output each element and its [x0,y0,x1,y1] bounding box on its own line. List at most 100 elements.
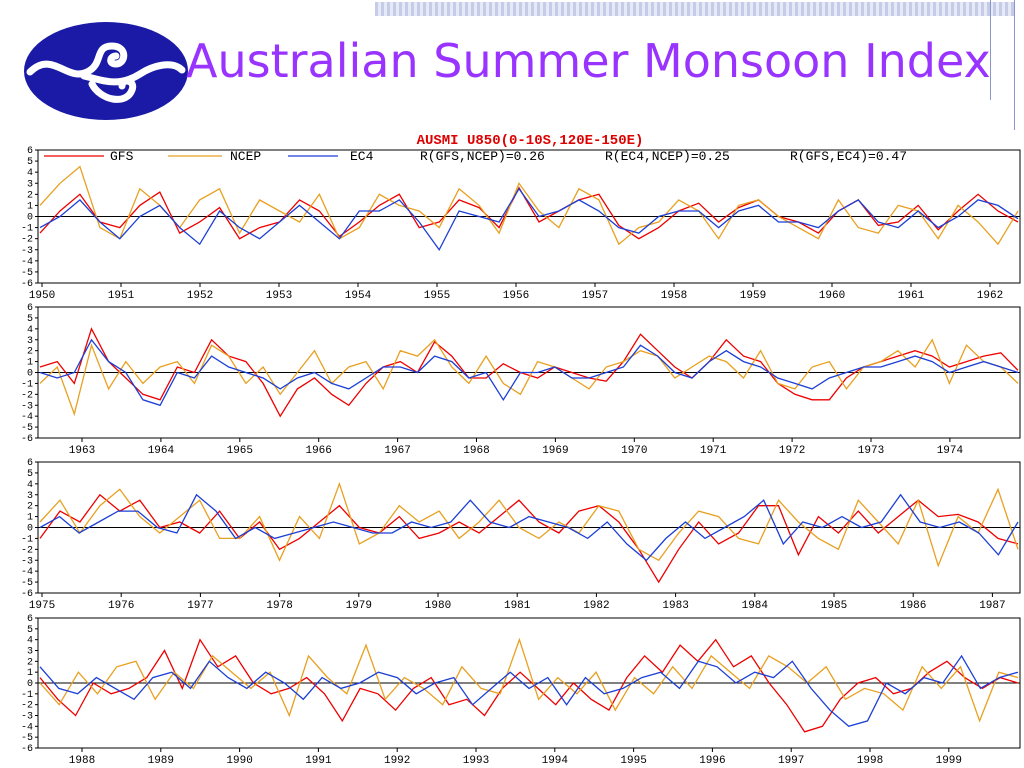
x-tick-label: 1982 [583,600,609,612]
correlation-label: R(GFS,NCEP)=0.26 [420,149,545,164]
y-tick-label: -2 [21,701,33,712]
x-tick-label: 1997 [778,755,804,767]
y-tick-label: -3 [21,246,33,257]
y-tick-label: 4 [27,168,33,179]
y-tick-label: 0 [27,679,33,690]
x-tick-label: 1992 [384,755,410,767]
y-tick-label: 6 [27,458,33,469]
y-tick-label: -6 [21,744,33,755]
x-tick-label: 1950 [29,290,55,302]
x-tick-label: 1980 [425,600,451,612]
y-tick-label: -4 [21,567,33,578]
x-tick-label: 1990 [226,755,252,767]
y-tick-label: 1 [27,513,33,524]
x-tick-label: 1952 [187,290,213,302]
x-tick-label: 1956 [503,290,529,302]
y-tick-label: -4 [21,412,33,423]
x-tick-label: 1999 [936,755,962,767]
y-tick-label: -2 [21,545,33,556]
y-tick-label: -5 [21,578,33,589]
y-tick-label: 6 [27,146,33,157]
logo-swirl-icon [26,42,186,103]
x-tick-label: 1991 [305,755,332,767]
y-tick-label: 2 [27,657,33,668]
x-tick-label: 1985 [821,600,847,612]
x-tick-label: 1983 [662,600,688,612]
y-tick-label: -5 [21,423,33,434]
x-tick-label: 1961 [898,290,925,302]
y-tick-label: 2 [27,190,33,201]
x-tick-label: 1965 [227,445,253,457]
x-tick-label: 1978 [266,600,292,612]
x-tick-label: 1973 [858,445,884,457]
series-line-ec4 [39,654,1019,728]
x-tick-label: 1951 [108,290,135,302]
legend-label-ncep: NCEP [230,149,261,164]
x-tick-label: 1958 [661,290,687,302]
y-tick-label: 2 [27,347,33,358]
x-tick-label: 1977 [187,600,213,612]
x-tick-label: 1981 [504,600,531,612]
y-tick-label: 3 [27,179,33,190]
x-tick-label: 1976 [108,600,134,612]
x-tick-label: 1960 [819,290,845,302]
x-tick-label: 1986 [900,600,926,612]
y-tick-label: 2 [27,502,33,513]
x-tick-label: 1993 [463,755,489,767]
series-line-ncep [39,481,1019,568]
chart-title: AUSMI U850(0-10S,120E-150E) [417,133,644,149]
y-tick-label: -4 [21,257,33,268]
x-tick-label: 1979 [346,600,372,612]
y-tick-label: -6 [21,589,33,600]
y-tick-label: 5 [27,625,33,636]
decorative-line-1 [990,0,991,100]
series-line-gfs [39,493,1019,584]
y-tick-label: 1 [27,668,33,679]
decorative-line-2 [1014,0,1015,130]
x-tick-label: 1967 [384,445,410,457]
x-tick-label: 1963 [69,445,95,457]
y-tick-label: 4 [27,325,33,336]
y-tick-label: 0 [27,524,33,535]
y-tick-label: -1 [21,690,33,701]
y-tick-label: 0 [27,213,33,224]
x-tick-label: 1957 [582,290,608,302]
series-line-ec4 [39,187,1019,252]
x-tick-label: 1972 [779,445,805,457]
x-tick-label: 1974 [937,445,964,457]
series-line-ec4 [39,493,1019,562]
x-tick-label: 1994 [542,755,569,767]
slide-title: Australian Summer Monsoon Index [186,34,991,88]
y-tick-label: -5 [21,268,33,279]
y-tick-label: -1 [21,534,33,545]
x-tick-label: 1984 [742,600,769,612]
x-tick-label: 1998 [857,755,883,767]
x-tick-label: 1971 [700,445,727,457]
y-tick-label: 5 [27,157,33,168]
y-tick-label: -3 [21,556,33,567]
y-tick-label: 1 [27,358,33,369]
series-line-gfs [39,638,1019,733]
x-tick-label: 1988 [69,755,95,767]
decorative-header-bar [375,2,1015,16]
x-tick-label: 1989 [148,755,174,767]
y-tick-label: 6 [27,614,33,625]
x-tick-label: 1995 [620,755,646,767]
correlation-label: R(GFS,EC4)=0.47 [790,149,907,164]
x-tick-label: 1964 [148,445,175,457]
y-tick-label: 3 [27,647,33,658]
legend-label-ec4: EC4 [350,149,374,164]
series-line-gfs [39,327,1019,418]
y-tick-label: -1 [21,379,33,390]
monsoon-index-chart: AUSMI U850(0-10S,120E-150E)6543210-1-2-3… [21,133,1021,767]
x-tick-label: 1968 [463,445,489,457]
y-tick-label: -6 [21,434,33,445]
y-tick-label: 4 [27,636,33,647]
y-tick-label: -6 [21,279,33,290]
x-tick-label: 1970 [621,445,647,457]
y-tick-label: 1 [27,201,33,212]
correlation-label: R(EC4,NCEP)=0.25 [605,149,730,164]
x-tick-label: 1996 [699,755,725,767]
y-tick-label: -3 [21,401,33,412]
x-tick-label: 1954 [345,290,372,302]
